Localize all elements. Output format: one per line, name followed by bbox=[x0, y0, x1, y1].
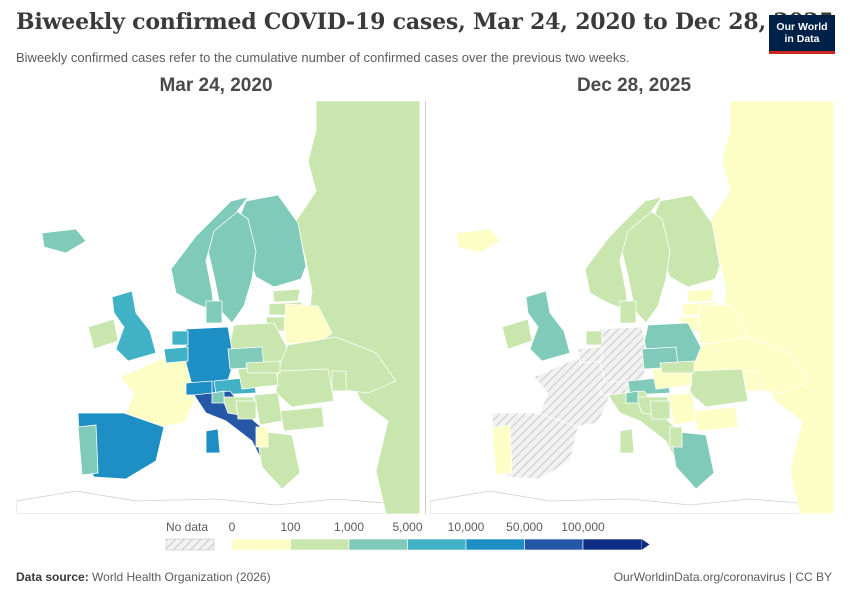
country-iceland[interactable]: Iceland: 0-100 bbox=[455, 228, 501, 254]
data-source-label: Data source: bbox=[16, 570, 89, 584]
country-netherlands[interactable]: Netherlands: 100-1,000 bbox=[585, 330, 603, 346]
country-serbia[interactable]: Serbia: 100-1,000 bbox=[253, 392, 283, 426]
country-slovakia[interactable]: Slovakia: 100-1,000 bbox=[245, 360, 281, 374]
country-portugal[interactable]: Portugal: 1,000-5,000 bbox=[77, 424, 99, 476]
country-norway[interactable]: Norway: 100-1,000 bbox=[584, 196, 663, 312]
north-africa-outline bbox=[16, 490, 420, 514]
country-denmark[interactable]: Denmark: 100-1,000 bbox=[619, 300, 637, 324]
legend-bin-1 bbox=[290, 538, 350, 551]
legend-tick-5: 50,000 bbox=[506, 520, 543, 534]
country-serbia[interactable]: Serbia: 0-100 bbox=[667, 392, 697, 426]
map-left-date: Mar 24, 2020 bbox=[159, 75, 273, 96]
legend-arrow-tip bbox=[641, 539, 650, 550]
data-source-text: World Health Organization (2026) bbox=[92, 570, 271, 584]
country-iceland[interactable]: Iceland: 1,000-5,000 bbox=[41, 228, 87, 254]
country-bosnia-and-herzegovina[interactable]: Bosnia and Herzegovina: 100-1,000 bbox=[649, 400, 671, 420]
country-switzerland[interactable]: Switzerland: 10,000-50,000 bbox=[185, 380, 213, 396]
country-sweden[interactable]: Sweden: 100-1,000 bbox=[621, 208, 671, 324]
legend-bin-6 bbox=[582, 538, 642, 551]
map-right-date: Dec 28, 2025 bbox=[576, 75, 692, 96]
country-estonia[interactable]: Estonia: 0-100 bbox=[686, 288, 715, 303]
legend-no-data-label: No data bbox=[166, 520, 209, 534]
country-belgium[interactable]: Belgium: No data bbox=[577, 346, 603, 364]
chart-title: Biweekly confirmed COVID-19 cases, Mar 2… bbox=[16, 9, 834, 35]
country-romania[interactable]: Romania: 100-1,000 bbox=[689, 368, 749, 408]
owid-logo[interactable]: Our World in Data bbox=[769, 15, 835, 54]
legend-tick-0: 0 bbox=[228, 520, 236, 534]
chart-subtitle: Biweekly confirmed cases refer to the cu… bbox=[16, 50, 630, 65]
legend-bin-0 bbox=[231, 538, 291, 551]
legend-bin-3 bbox=[407, 538, 467, 551]
country-switzerland[interactable]: Switzerland: No data bbox=[599, 380, 627, 396]
legend-bin-4 bbox=[465, 538, 525, 551]
data-source: Data source: World Health Organization (… bbox=[16, 570, 271, 584]
north-africa-outline bbox=[430, 490, 834, 514]
country-slovenia[interactable]: Slovenia: 1,000-5,000 bbox=[211, 390, 225, 404]
footer-link[interactable]: OurWorldinData.org/coronavirus | CC BY bbox=[613, 570, 832, 584]
legend: No data 0 100 1,000 5,000 10,000 50,000 100,00… bbox=[0, 515, 850, 555]
legend-bin-2 bbox=[348, 538, 408, 551]
map-left[interactable]: Russia: 100-1,000Finland: 1,000-5,000Swe… bbox=[16, 101, 420, 514]
country-norway[interactable]: Norway: 1,000-5,000 bbox=[170, 196, 249, 312]
country-estonia[interactable]: Estonia: 100-1,000 bbox=[272, 288, 301, 303]
country-bulgaria[interactable]: Bulgaria: 100-1,000 bbox=[279, 406, 325, 432]
country-sweden[interactable]: Sweden: 1,000-5,000 bbox=[207, 208, 257, 324]
country-romania[interactable]: Romania: 100-1,000 bbox=[275, 368, 335, 408]
legend-bin-5 bbox=[524, 538, 584, 551]
country-moldova[interactable]: Moldova: 100-1,000 bbox=[331, 370, 347, 392]
country-united-kingdom[interactable]: United Kingdom: 5,000-10,000 bbox=[111, 290, 157, 362]
country-moldova[interactable]: Moldova: 0-100 bbox=[745, 370, 761, 392]
country-slovakia[interactable]: Slovakia: 100-1,000 bbox=[659, 360, 695, 374]
legend-tick-3: 5,000 bbox=[392, 520, 423, 534]
map-right[interactable]: Russia: 0-100Finland: 100-1,000Sweden: 1… bbox=[430, 101, 834, 514]
country-slovenia[interactable]: Slovenia: 1,000-5,000 bbox=[625, 390, 639, 404]
legend-tick-6: 100,000 bbox=[561, 520, 605, 534]
legend-no-data-swatch bbox=[165, 538, 215, 551]
country-albania[interactable]: Albania: 100-1,000 bbox=[669, 426, 683, 448]
country-united-kingdom[interactable]: United Kingdom: 1,000-5,000 bbox=[525, 290, 571, 362]
legend-bar bbox=[165, 538, 650, 551]
logo-line-1: Our World bbox=[776, 21, 828, 33]
country-bulgaria[interactable]: Bulgaria: 0-100 bbox=[693, 406, 739, 432]
legend-tick-4: 10,000 bbox=[447, 520, 485, 534]
legend-tick-1: 100 bbox=[280, 520, 301, 534]
country-sardinia[interactable]: Sardinia: 100-1,000 bbox=[619, 428, 635, 454]
country-belgium[interactable]: Belgium: 5,000-10,000 bbox=[163, 346, 189, 364]
country-denmark[interactable]: Denmark: 1,000-5,000 bbox=[205, 300, 223, 324]
country-sardinia[interactable]: Sardinia: 10,000-50,000 bbox=[205, 428, 221, 454]
country-netherlands[interactable]: Netherlands: 5,000-10,000 bbox=[171, 330, 189, 346]
logo-line-2: in Data bbox=[784, 33, 820, 45]
map-divider bbox=[425, 101, 426, 514]
country-portugal[interactable]: Portugal: 0-100 bbox=[491, 424, 513, 476]
country-ireland[interactable]: Ireland: 100-1,000 bbox=[501, 318, 533, 350]
legend-tick-2: 1,000 bbox=[333, 520, 365, 534]
country-bosnia-and-herzegovina[interactable]: Bosnia and Herzegovina: 100-1,000 bbox=[235, 400, 257, 420]
country-ireland[interactable]: Ireland: 100-1,000 bbox=[87, 318, 119, 350]
country-albania[interactable]: Albania: 0-100 bbox=[255, 426, 269, 448]
